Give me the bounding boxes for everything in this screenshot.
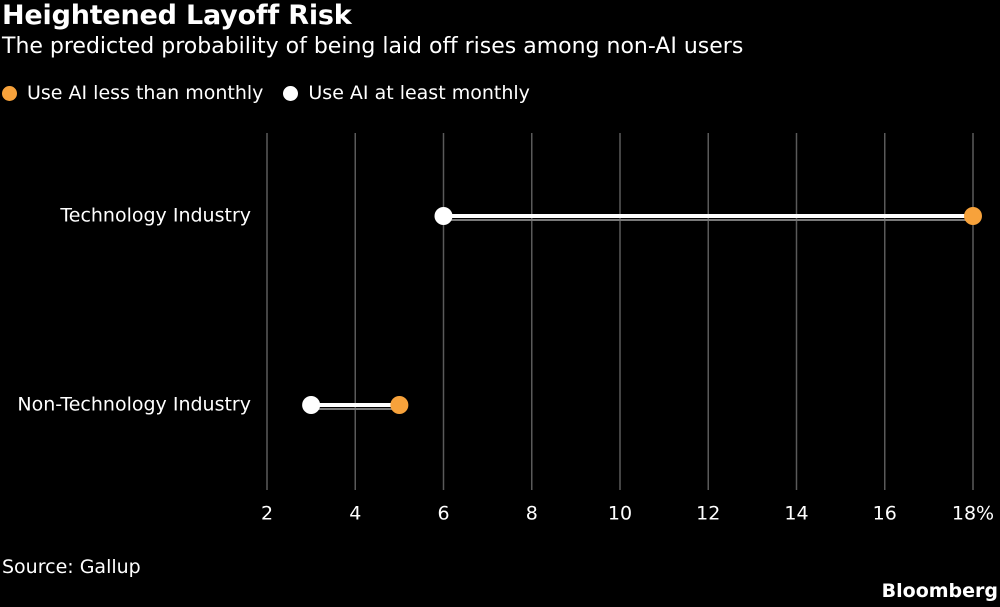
point-s1-c0	[434, 207, 453, 225]
legend-swatch-low-ai	[2, 85, 17, 101]
x-tick-label-8: 8	[526, 503, 538, 525]
point-s1-c1	[302, 396, 321, 414]
point-s0-c0	[964, 207, 982, 225]
x-tick-label-12: 12	[696, 503, 720, 525]
source-note: Source: Gallup	[2, 556, 141, 578]
legend-label-high-ai: Use AI at least monthly	[308, 82, 530, 104]
chart-title: Heightened Layoff Risk	[2, 0, 352, 31]
x-tick-label-2: 2	[261, 503, 273, 525]
x-tick-label-6: 6	[437, 503, 449, 525]
legend-item-high-ai: Use AI at least monthly	[283, 82, 530, 104]
x-tick-label-16: 16	[873, 503, 897, 525]
category-label-0: Technology Industry	[59, 205, 251, 227]
x-tick-label-14: 14	[784, 503, 808, 525]
chart-subtitle: The predicted probability of being laid …	[2, 34, 744, 59]
x-tick-label-4: 4	[349, 503, 361, 525]
x-tick-label-18: 18%	[952, 503, 994, 525]
category-label-1: Non-Technology Industry	[17, 394, 251, 416]
legend-label-low-ai: Use AI less than monthly	[27, 82, 264, 104]
legend: Use AI less than monthly Use AI at least…	[2, 82, 550, 104]
point-s0-c1	[390, 396, 409, 414]
brand-logo: Bloomberg	[881, 580, 998, 602]
legend-swatch-high-ai	[283, 85, 299, 101]
x-tick-label-10: 10	[608, 503, 632, 525]
legend-item-low-ai: Use AI less than monthly	[2, 82, 263, 104]
